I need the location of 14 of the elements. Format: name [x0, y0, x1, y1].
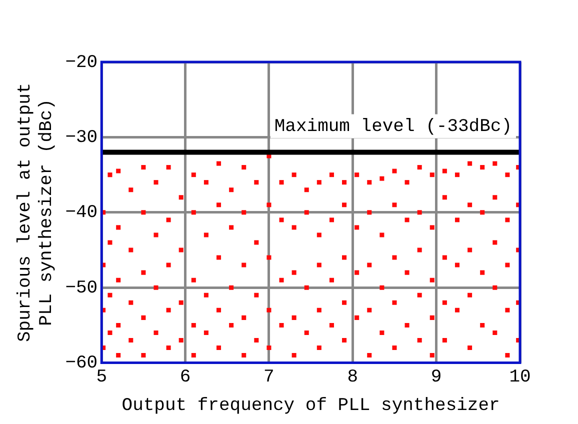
- x-tick-label: 9: [430, 367, 442, 388]
- x-tick-label: 5: [96, 367, 108, 388]
- y-tick-label: −40: [65, 203, 98, 224]
- y-tick-label: −30: [65, 128, 98, 148]
- x-tick-label: 7: [264, 367, 274, 388]
- y-axis-title: Spurious level at output PLL synthesizer (dBc): [16, 82, 58, 342]
- y-tick-label: −50: [65, 278, 98, 298]
- y-tick-label: −60: [65, 354, 98, 374]
- x-tick-label: 6: [180, 367, 191, 388]
- y-tick-label: −20: [65, 52, 98, 73]
- x-tick-label: 10: [509, 367, 531, 388]
- x-tick-label: 8: [347, 367, 358, 388]
- ref-line-label: Maximum level (-33dBc): [274, 117, 512, 138]
- x-axis-title: Output frequency of PLL synthesizer: [122, 396, 500, 416]
